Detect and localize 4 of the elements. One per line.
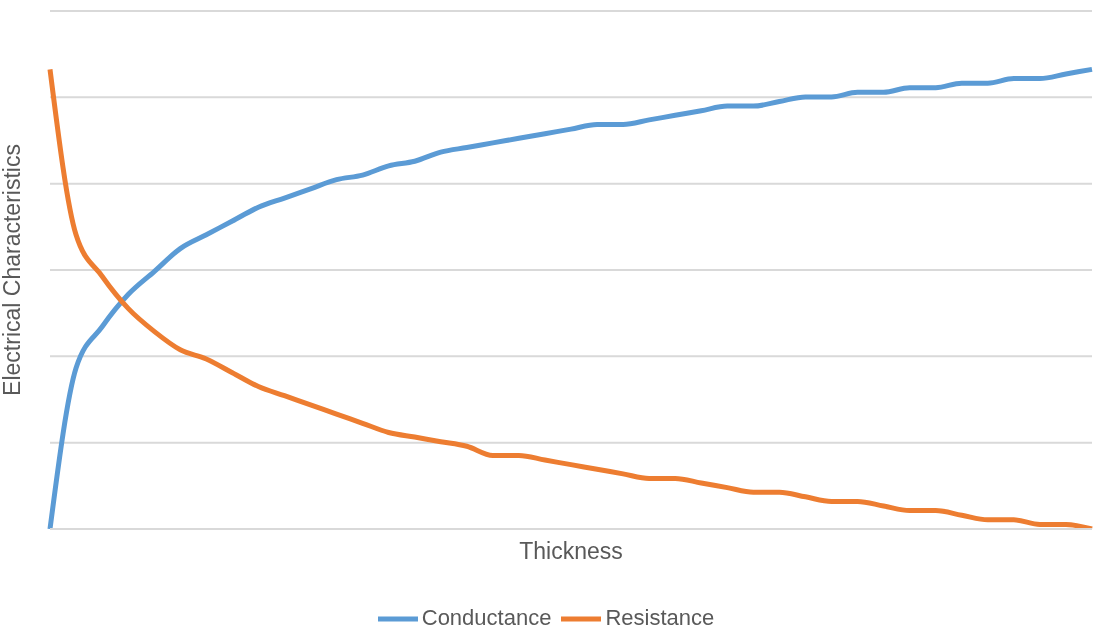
x-axis-title: Thickness [519, 538, 623, 565]
legend-label: Resistance [605, 604, 715, 630]
y-axis-title: Electrical Characteristics [0, 144, 26, 396]
legend-label: Conductance [421, 604, 552, 630]
